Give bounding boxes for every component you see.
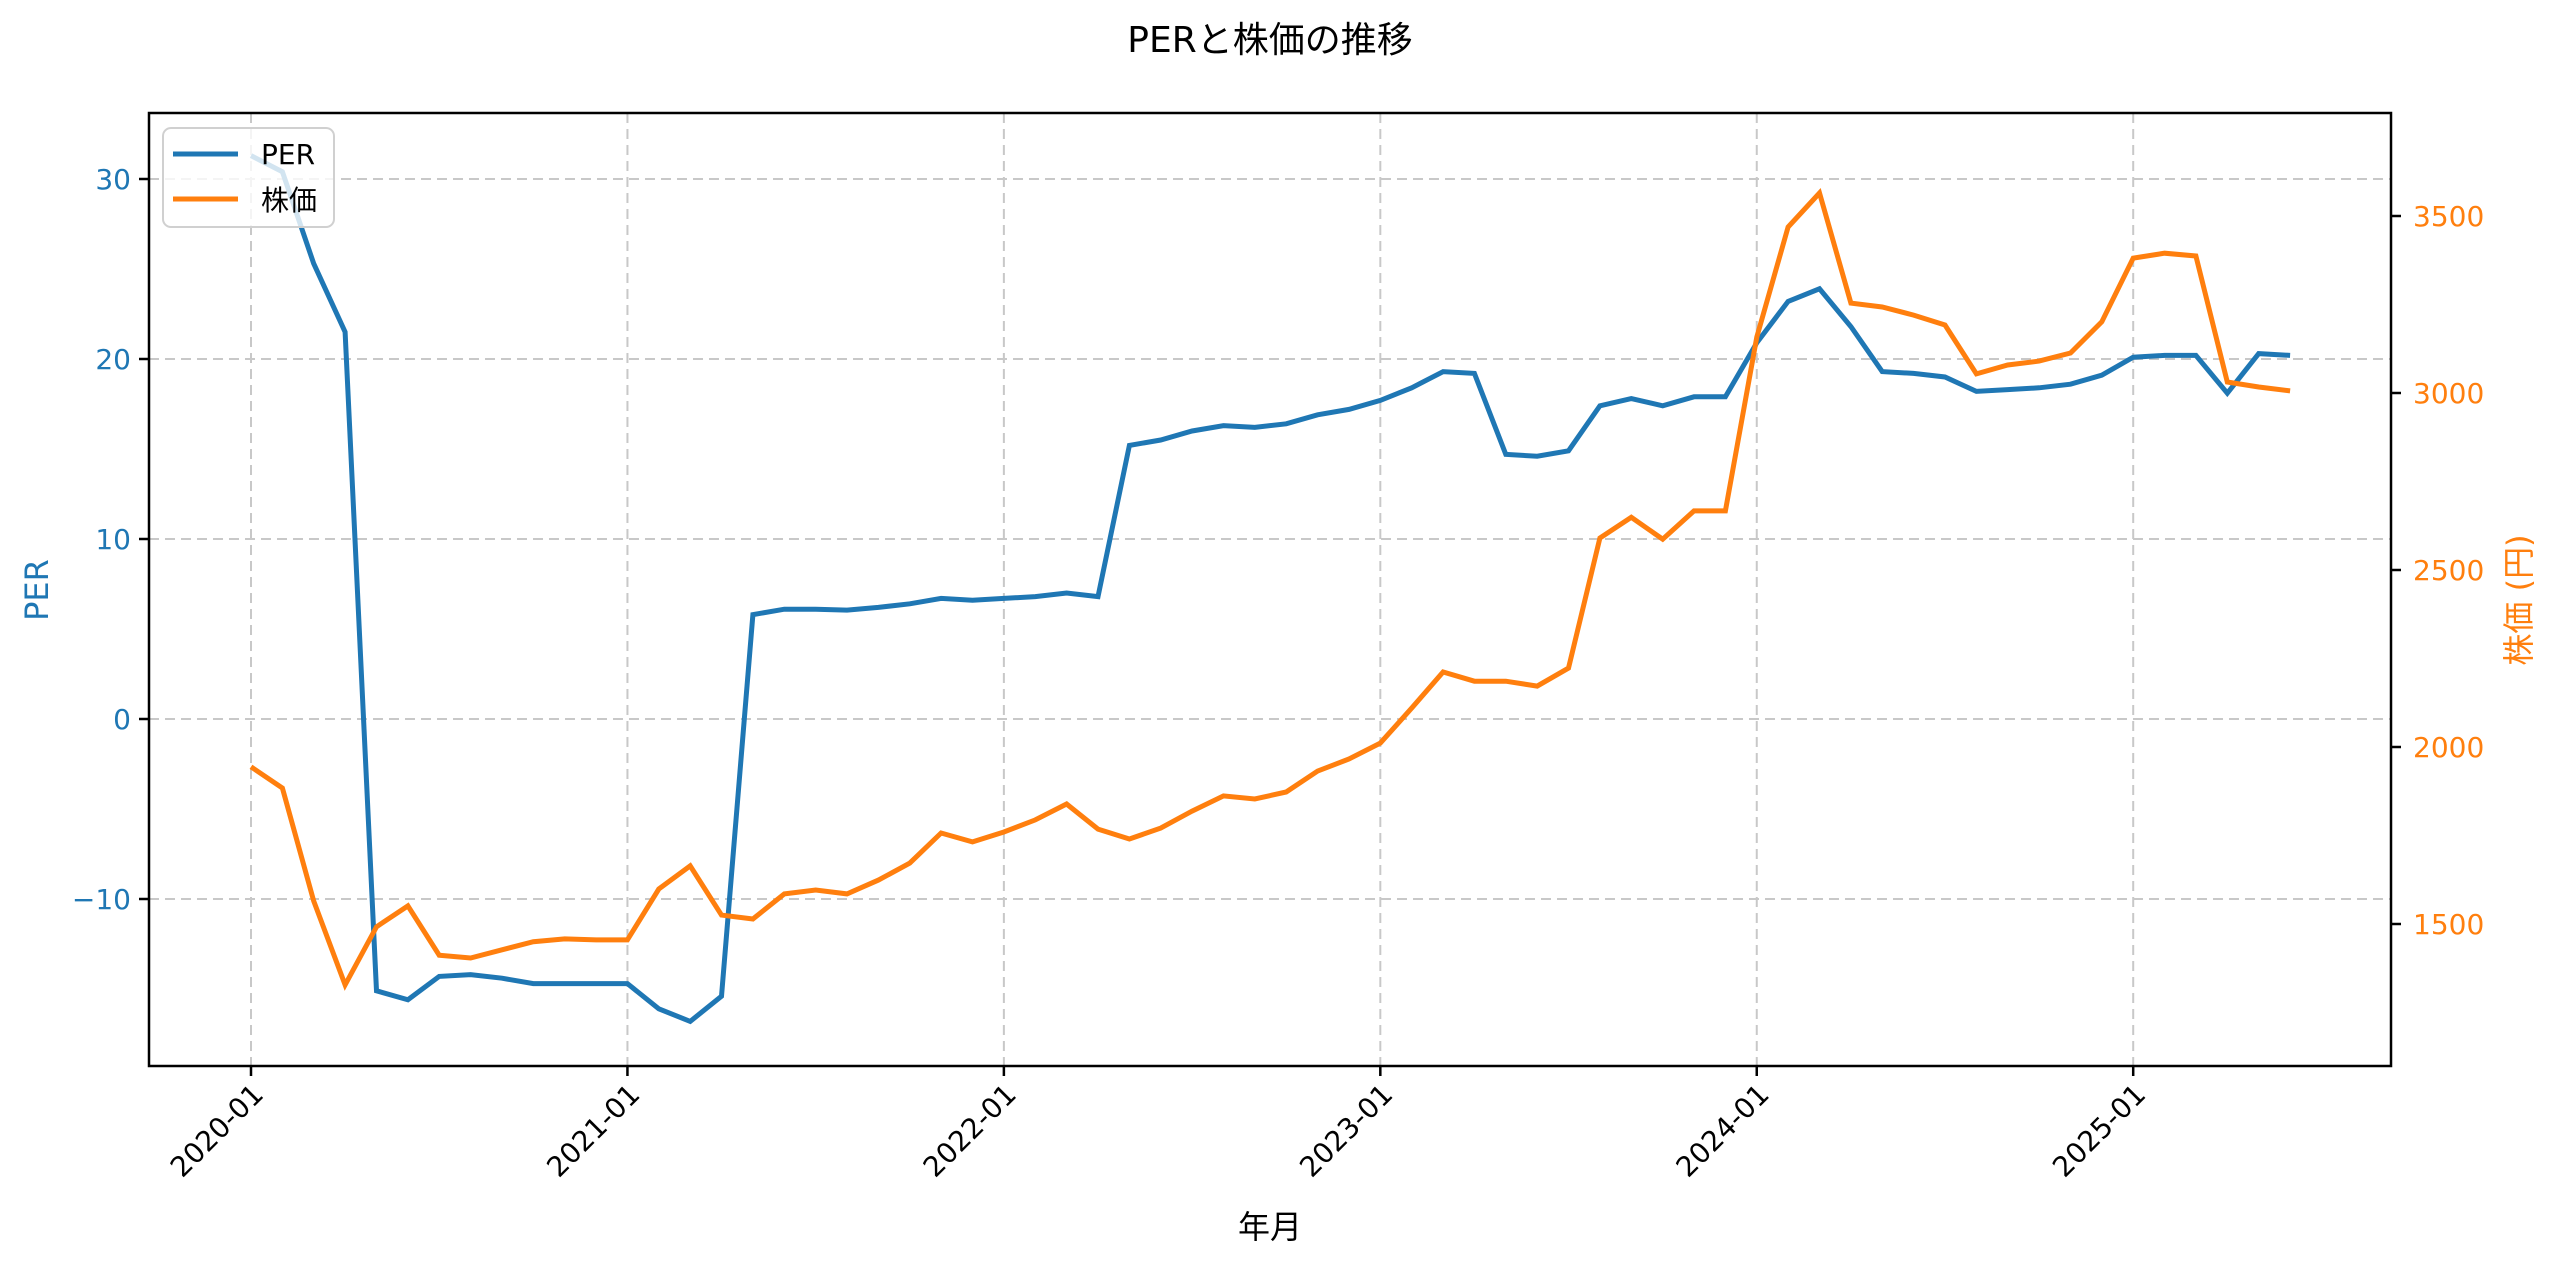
- y-tick-label-left: 20: [95, 343, 131, 376]
- y-tick-label-right: 3500: [2413, 200, 2484, 233]
- y-tick-label-left: 0: [113, 703, 131, 736]
- plot-frame: [147, 111, 2393, 1068]
- x-tick-label: 2021-01: [540, 1078, 646, 1184]
- x-tick-label: 2024-01: [1670, 1078, 1776, 1184]
- x-axis-label: 年月: [1238, 1208, 1302, 1246]
- y-tick-label-left: 10: [95, 523, 131, 556]
- y-axis-label-right: 株価 (円): [2500, 534, 2538, 665]
- price-line: [249, 188, 2291, 991]
- y-tick-label-right: 1500: [2413, 908, 2484, 941]
- x-axis: 2020-01 2021-01 2022-01 2023-01 2024-01 2025-…: [164, 1066, 2152, 1184]
- right-y-axis: 1500 2000 2500 3000 3500: [2391, 200, 2484, 941]
- per-line: [249, 153, 2291, 1025]
- grid: [149, 113, 2391, 1066]
- legend: PER 株価: [162, 127, 335, 228]
- y-tick-label-left: −10: [72, 883, 131, 916]
- chart-title: PERと株価の推移: [1127, 20, 1412, 61]
- left-y-axis: −10 0 10 20 30: [72, 163, 149, 916]
- x-tick-label: 2025-01: [2046, 1078, 2152, 1184]
- y-tick-label-right: 2000: [2413, 731, 2484, 764]
- plot-series: [249, 153, 2291, 1025]
- x-tick-label: 2020-01: [164, 1078, 270, 1184]
- y-tick-label-right: 3000: [2413, 377, 2484, 410]
- x-tick-label: 2023-01: [1293, 1078, 1399, 1184]
- y-tick-label-left: 30: [95, 163, 131, 196]
- legend-label-price: 株価: [261, 184, 317, 217]
- x-tick-label: 2022-01: [917, 1078, 1023, 1184]
- legend-label-per: PER: [261, 138, 315, 171]
- y-tick-label-right: 2500: [2413, 554, 2484, 587]
- y-axis-label-left: PER: [18, 559, 56, 621]
